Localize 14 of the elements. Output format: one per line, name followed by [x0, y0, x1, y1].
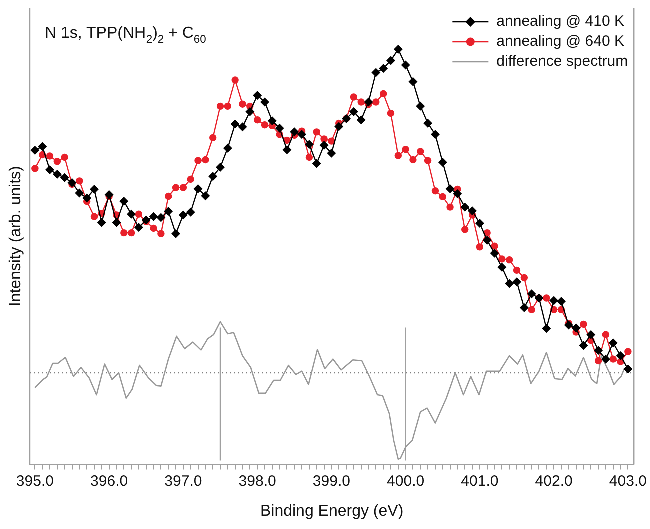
x-tick-label: 395.0 [16, 472, 54, 490]
y-axis-title: Intensity (arb. units) [7, 166, 24, 307]
legend-label: annealing @ 410 K [496, 13, 624, 30]
x-tick-label: 402.0 [535, 472, 573, 490]
x-tick-label: 401.0 [461, 472, 499, 490]
legend-label: annealing @ 640 K [496, 33, 624, 50]
x-axis-title: Binding Energy (eV) [260, 502, 404, 520]
x-tick-label: 399.0 [312, 472, 350, 490]
x-tick-label: 396.0 [90, 472, 128, 490]
x-tick-label: 398.0 [238, 472, 276, 490]
x-tick-label: 403.0 [609, 472, 647, 490]
x-tick-label: 397.0 [164, 472, 202, 490]
legend-label: difference spectrum [496, 53, 628, 70]
x-tick-label: 400.0 [387, 472, 425, 490]
